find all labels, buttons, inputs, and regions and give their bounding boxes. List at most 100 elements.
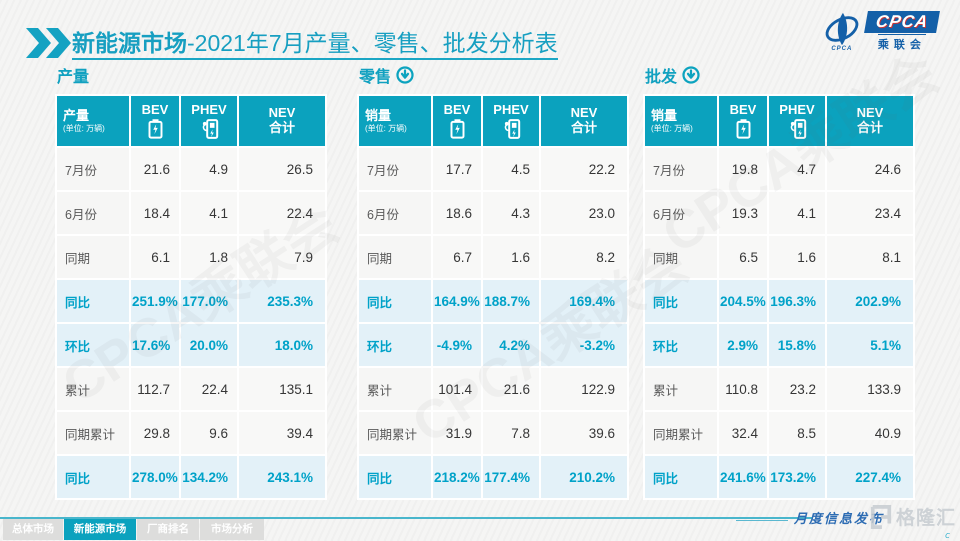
cell-value: 173.2% [769, 456, 825, 498]
battery-icon [433, 119, 481, 139]
page-title-bold: 新能源市场 [72, 30, 187, 56]
section-title: 批发 [645, 63, 915, 87]
cpca-cn-name: 乘联会 [877, 33, 926, 52]
cell-value: 133.9 [827, 368, 913, 410]
section-title-text: 产量 [57, 69, 90, 86]
cell-value: 21.6 [483, 368, 539, 410]
battery-icon [719, 119, 767, 139]
cell-value: 31.9 [433, 412, 481, 454]
cell-value: 177.0% [181, 280, 237, 322]
cell-value: 7.8 [483, 412, 539, 454]
phev-header-cell: PHEV [181, 96, 237, 146]
cell-value: -4.9% [433, 324, 481, 366]
cell-value: 134.2% [181, 456, 237, 498]
cell-value: 23.2 [769, 368, 825, 410]
nev-header-cell: NEV 合计 [827, 96, 913, 146]
cell-value: 22.4 [239, 192, 325, 234]
cell-value: 164.9% [433, 280, 481, 322]
nev-header-cell: NEV 合计 [239, 96, 325, 146]
cell-value: 6.1 [131, 236, 179, 278]
row-label: 同比 [359, 280, 431, 322]
table-row: 7月份 19.8 4.7 24.6 [645, 148, 913, 190]
row-label: 6月份 [57, 192, 129, 234]
row-label: 同期累计 [359, 412, 431, 454]
row-label: 同期累计 [645, 412, 717, 454]
cell-value: 177.4% [483, 456, 539, 498]
table-row: 6月份 19.3 4.1 23.4 [645, 192, 913, 234]
cpca-acronym: CPCA [863, 10, 940, 33]
bev-header-cell: BEV [719, 96, 767, 146]
footer-tab-4[interactable]: 市场分析 [200, 519, 264, 540]
cell-value: 29.8 [131, 412, 179, 454]
table-row: 同比 241.6% 173.2% 227.4% [645, 456, 913, 498]
cell-value: 110.8 [719, 368, 767, 410]
cell-value: 4.3 [483, 192, 539, 234]
double-chevron-right-icon [25, 27, 73, 59]
row-label: 累计 [645, 368, 717, 410]
cell-value: 4.1 [181, 192, 237, 234]
cell-value: 202.9% [827, 280, 913, 322]
page-title: 新能源市场-2021年7月产量、零售、批发分析表 [72, 24, 558, 60]
charging-pile-icon [181, 119, 237, 139]
table-row: 累计 112.7 22.4 135.1 [57, 368, 325, 410]
cell-value: 204.5% [719, 280, 767, 322]
measure-label: 销量 [651, 107, 678, 123]
table-row: 同比 251.9% 177.0% 235.3% [57, 280, 325, 322]
table-section-1: 产量 产量 (单位: 万辆) BEV [55, 63, 327, 500]
table-row: 同期累计 32.4 8.5 40.9 [645, 412, 913, 454]
row-label: 累计 [57, 368, 129, 410]
cell-value: 241.6% [719, 456, 767, 498]
brand-sub-mark: ⅽ [945, 530, 950, 540]
gelonghui-icon [870, 504, 892, 529]
table-section-3: 批发 销量 (单位: 万辆) BEV [643, 63, 915, 500]
footer-tab-1[interactable]: 总体市场 [3, 519, 63, 540]
row-label: 7月份 [359, 148, 431, 190]
section-title: 产量 [57, 63, 327, 87]
data-table: 销量 (单位: 万辆) BEV [643, 94, 915, 500]
cell-value: 22.2 [541, 148, 627, 190]
row-label: 同期累计 [57, 412, 129, 454]
battery-icon [131, 119, 179, 139]
row-label: 6月份 [359, 192, 431, 234]
measure-header-cell: 销量 (单位: 万辆) [359, 96, 431, 146]
cell-value: 15.8% [769, 324, 825, 366]
cell-value: 23.4 [827, 192, 913, 234]
note-dash-line [735, 519, 788, 521]
phev-header-cell: PHEV [483, 96, 539, 146]
row-label: 同比 [57, 456, 129, 498]
cell-value: 20.0% [181, 324, 237, 366]
data-table: 产量 (单位: 万辆) BEV [55, 94, 327, 500]
row-label: 同比 [57, 280, 129, 322]
cell-value: 19.3 [719, 192, 767, 234]
footer-tab-3[interactable]: 厂商排名 [137, 519, 199, 540]
cell-value: 4.2% [483, 324, 539, 366]
section-title-text: 零售 [359, 69, 392, 86]
cell-value: 18.0% [239, 324, 325, 366]
cell-value: 278.0% [131, 456, 179, 498]
page-title-rest: -2021年7月产量、零售、批发分析表 [187, 30, 558, 56]
cell-value: 26.5 [239, 148, 325, 190]
cell-value: 235.3% [239, 280, 325, 322]
table-row: 7月份 17.7 4.5 22.2 [359, 148, 627, 190]
cpca-emblem-icon: CPCA [822, 10, 862, 52]
cell-value: 135.1 [239, 368, 325, 410]
cell-value: 32.4 [719, 412, 767, 454]
cell-value: 17.6% [131, 324, 179, 366]
row-label: 同比 [359, 456, 431, 498]
bev-header-cell: BEV [131, 96, 179, 146]
row-label: 6月份 [645, 192, 717, 234]
cell-value: 4.5 [483, 148, 539, 190]
table-row: 6月份 18.4 4.1 22.4 [57, 192, 325, 234]
row-label: 环比 [359, 324, 431, 366]
measure-label: 销量 [365, 107, 392, 123]
measure-header-cell: 产量 (单位: 万辆) [57, 96, 129, 146]
nev-header-cell: NEV 合计 [541, 96, 627, 146]
charging-pile-icon [769, 119, 825, 139]
table-row: 同期累计 29.8 9.6 39.4 [57, 412, 325, 454]
table-header-row: 产量 (单位: 万辆) BEV [57, 96, 325, 146]
cell-value: 122.9 [541, 368, 627, 410]
cell-value: 243.1% [239, 456, 325, 498]
circled-down-arrow-icon [682, 66, 700, 84]
footer-tab-2[interactable]: 新能源市场 [64, 519, 136, 540]
table-row: 同比 204.5% 196.3% 202.9% [645, 280, 913, 322]
